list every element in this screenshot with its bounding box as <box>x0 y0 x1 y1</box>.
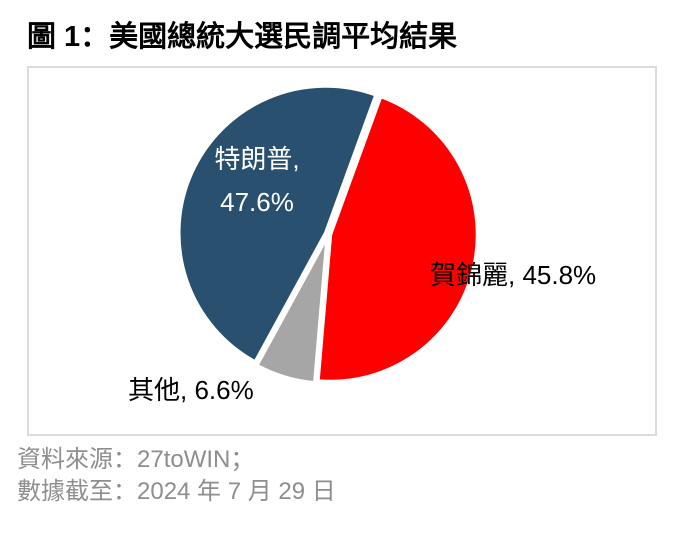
pie-slice-harris <box>316 94 480 384</box>
pie-slice-trump <box>177 84 378 364</box>
source-note: 資料來源：27toWIN； <box>17 446 255 473</box>
chart-frame: 特朗普, 47.6% 賀錦麗, 45.8% 其他, 6.6% <box>27 66 657 436</box>
trump-slice-label-line1: 特朗普, <box>214 144 300 174</box>
trump-slice-label: 特朗普, 47.6% <box>214 138 299 224</box>
harris-slice-label: 賀錦麗, 45.8% <box>430 260 597 290</box>
footer-notes: 資料來源：27toWIN； 數據截至：2024 年 7 月 29 日 <box>17 444 336 508</box>
data-date-note: 數據截至：2024 年 7 月 29 日 <box>17 478 336 505</box>
trump-slice-label-line2: 47.6% <box>220 187 294 217</box>
figure-title: 圖 1：美國總統大選民調平均結果 <box>27 21 458 53</box>
pie-slice-others <box>255 234 330 385</box>
pie-chart <box>177 84 480 385</box>
others-slice-label: 其他, 6.6% <box>128 375 254 405</box>
